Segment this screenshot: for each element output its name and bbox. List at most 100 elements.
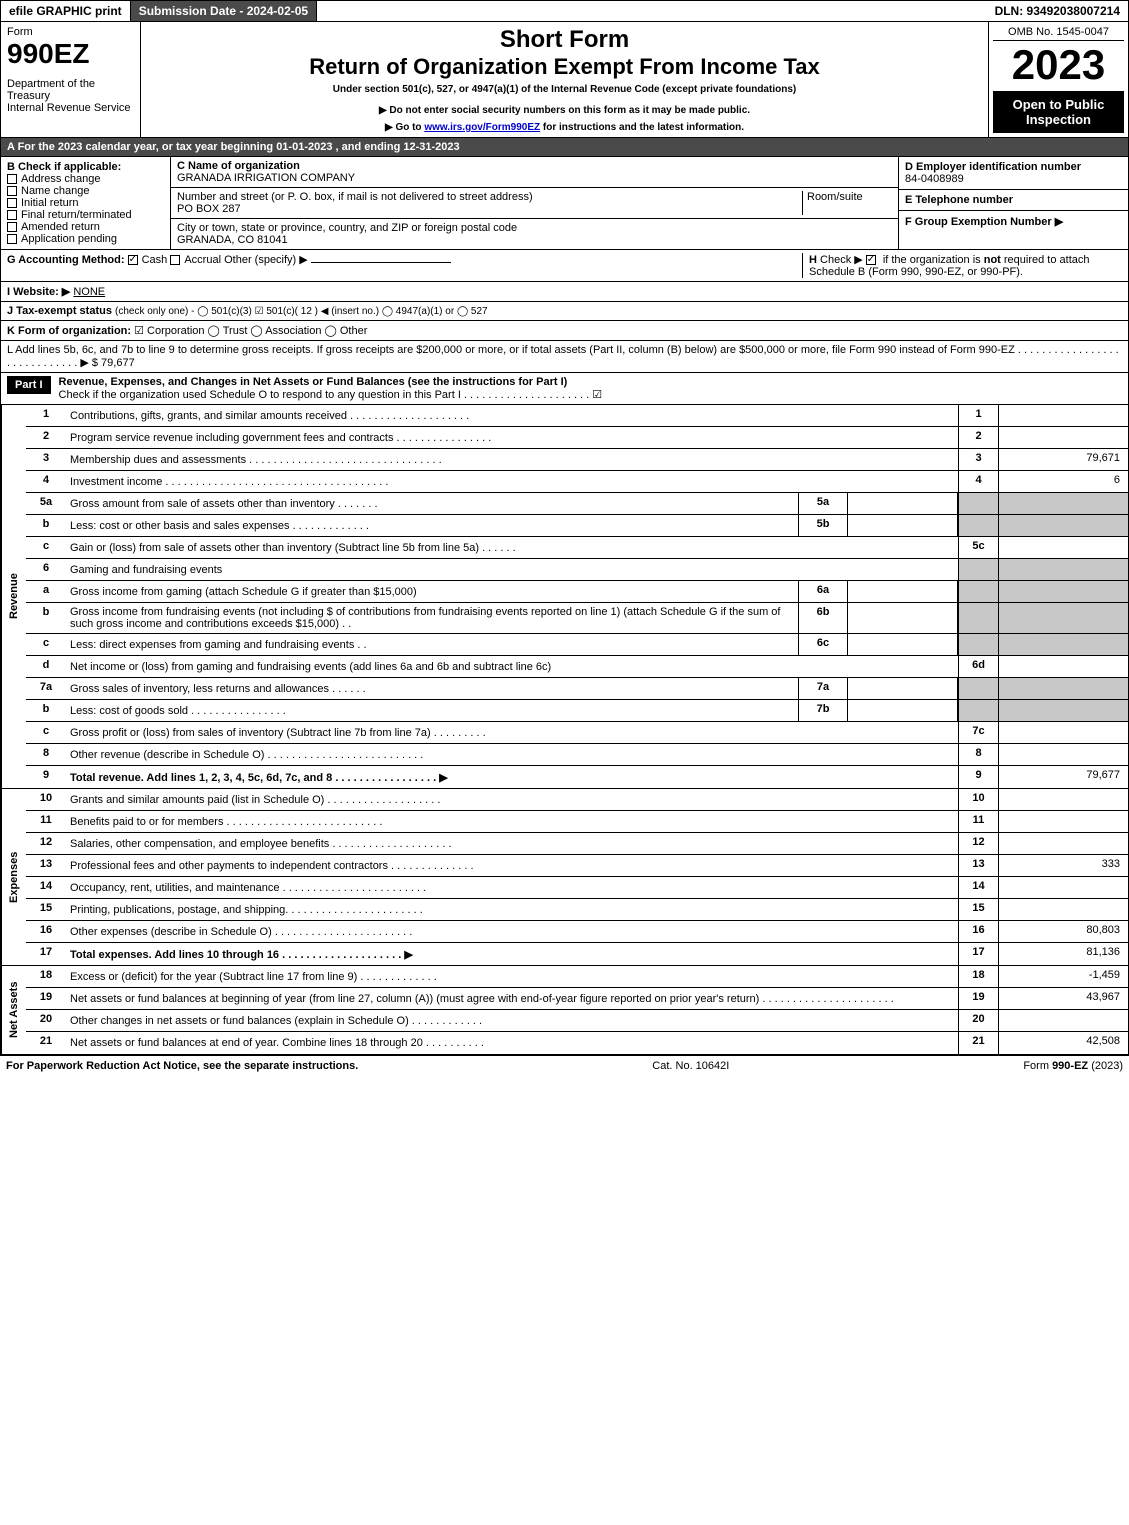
g-label: G Accounting Method: [7,254,125,266]
other-label: Other (specify) ▶ [224,254,308,266]
efile-print[interactable]: efile GRAPHIC print [1,1,131,21]
cb-initial[interactable] [7,198,17,208]
org-city: GRANADA, CO 81041 [177,234,288,246]
d-label: D Employer identification number [905,161,1122,173]
form-word: Form [7,26,134,38]
e-label: E Telephone number [905,194,1122,206]
cb-name-change[interactable] [7,186,17,196]
opt-final: Final return/terminated [21,209,132,221]
open-inspection: Open to Public Inspection [993,91,1124,133]
i-label: I Website: ▶ [7,286,70,298]
opt-name: Name change [21,185,90,197]
line-6: 6Gaming and fundraising events [26,559,1128,581]
line-5a: 5aGross amount from sale of assets other… [26,493,1128,515]
j-label: J Tax-exempt status [7,305,112,317]
opt-pending: Application pending [21,233,117,245]
dln: DLN: 93492038007214 [987,1,1128,21]
row-g-h: G Accounting Method: Cash Accrual Other … [0,250,1129,282]
submission-date: Submission Date - 2024-02-05 [131,1,317,21]
footer-mid: Cat. No. 10642I [652,1060,729,1072]
city-label: City or town, state or province, country… [177,222,517,234]
line-1: 1Contributions, gifts, grants, and simil… [26,405,1128,427]
line-19: 19Net assets or fund balances at beginni… [26,988,1128,1010]
opt-amended: Amended return [21,221,100,233]
form-number: 990EZ [7,38,134,70]
k-rest: ☑ Corporation ◯ Trust ◯ Association ◯ Ot… [134,325,367,337]
cb-cash[interactable] [128,255,138,265]
line-11: 11Benefits paid to or for members . . . … [26,811,1128,833]
line-2: 2Program service revenue including gover… [26,427,1128,449]
line-b: bGross income from fundraising events (n… [26,603,1128,634]
line-13: 13Professional fees and other payments t… [26,855,1128,877]
cash-label: Cash [142,254,168,266]
ssn-note: ▶ Do not enter social security numbers o… [151,105,978,116]
form-header: Form 990EZ Department of the Treasury In… [0,22,1129,138]
main-title: Return of Organization Exempt From Incom… [151,54,978,80]
footer: For Paperwork Reduction Act Notice, see … [0,1055,1129,1076]
irs: Internal Revenue Service [7,102,134,114]
website-val: NONE [73,286,105,298]
line-a: A For the 2023 calendar year, or tax yea… [0,138,1129,157]
row-i: I Website: ▶ NONE [0,282,1129,302]
line-12: 12Salaries, other compensation, and empl… [26,833,1128,855]
cb-final[interactable] [7,210,17,220]
j-rest: (check only one) - ◯ 501(c)(3) ☑ 501(c)(… [115,306,488,317]
line-b: bLess: cost or other basis and sales exp… [26,515,1128,537]
ein: 84-0408989 [905,173,1122,185]
part1-header: Part I Revenue, Expenses, and Changes in… [0,373,1129,405]
line-18: 18Excess or (deficit) for the year (Subt… [26,966,1128,988]
line-10: 10Grants and similar amounts paid (list … [26,789,1128,811]
footer-right: Form 990-EZ (2023) [1023,1060,1123,1072]
c-label: C Name of organization [177,160,300,172]
part1-badge: Part I [7,376,51,394]
row-l: L Add lines 5b, 6c, and 7b to line 9 to … [0,341,1129,373]
revenue-section: Revenue 1Contributions, gifts, grants, a… [0,405,1129,789]
line-c: cGross profit or (loss) from sales of in… [26,722,1128,744]
line-8: 8Other revenue (describe in Schedule O) … [26,744,1128,766]
tax-year: 2023 [993,41,1124,89]
addr-label: Number and street (or P. O. box, if mail… [177,191,533,203]
subtitle: Under section 501(c), 527, or 4947(a)(1)… [151,84,978,95]
row-j: J Tax-exempt status (check only one) - ◯… [0,302,1129,321]
line-14: 14Occupancy, rent, utilities, and mainte… [26,877,1128,899]
line-21: 21Net assets or fund balances at end of … [26,1032,1128,1054]
line-d: dNet income or (loss) from gaming and fu… [26,656,1128,678]
line-20: 20Other changes in net assets or fund ba… [26,1010,1128,1032]
line-a: aGross income from gaming (attach Schedu… [26,581,1128,603]
k-label: K Form of organization: [7,325,131,337]
irs-link[interactable]: www.irs.gov/Form990EZ [424,122,540,133]
netassets-label: Net Assets [1,966,26,1054]
cb-amended[interactable] [7,222,17,232]
row-k: K Form of organization: ☑ Corporation ◯ … [0,321,1129,341]
line-b: bLess: cost of goods sold . . . . . . . … [26,700,1128,722]
short-form-title: Short Form [151,26,978,54]
info-grid: B Check if applicable: Address change Na… [0,157,1129,250]
goto-note: ▶ Go to www.irs.gov/Form990EZ for instru… [151,122,978,133]
part1-title: Revenue, Expenses, and Changes in Net As… [59,376,1128,388]
accrual-label: Accrual [184,254,221,266]
line-9: 9Total revenue. Add lines 1, 2, 3, 4, 5c… [26,766,1128,788]
b-label: B Check if applicable: [7,161,164,173]
footer-left: For Paperwork Reduction Act Notice, see … [6,1060,358,1072]
expenses-label: Expenses [1,789,26,965]
omb-number: OMB No. 1545-0047 [993,24,1124,41]
part1-sub: Check if the organization used Schedule … [59,388,1128,401]
h-text: H Check ▶ if the organization is not req… [802,253,1122,278]
f-label: F Group Exemption Number ▶ [905,215,1122,228]
dept-treasury: Department of the Treasury [7,78,134,102]
cb-address-change[interactable] [7,174,17,184]
netassets-section: Net Assets 18Excess or (deficit) for the… [0,966,1129,1055]
org-name: GRANADA IRRIGATION COMPANY [177,172,355,184]
line-c: cLess: direct expenses from gaming and f… [26,634,1128,656]
revenue-label: Revenue [1,405,26,788]
line-4: 4Investment income . . . . . . . . . . .… [26,471,1128,493]
opt-address: Address change [21,173,101,185]
line-3: 3Membership dues and assessments . . . .… [26,449,1128,471]
line-7a: 7aGross sales of inventory, less returns… [26,678,1128,700]
cb-pending[interactable] [7,234,17,244]
topbar: efile GRAPHIC print Submission Date - 20… [0,0,1129,22]
line-c: cGain or (loss) from sale of assets othe… [26,537,1128,559]
cb-accrual[interactable] [170,255,180,265]
cb-h[interactable] [866,255,876,265]
line-15: 15Printing, publications, postage, and s… [26,899,1128,921]
